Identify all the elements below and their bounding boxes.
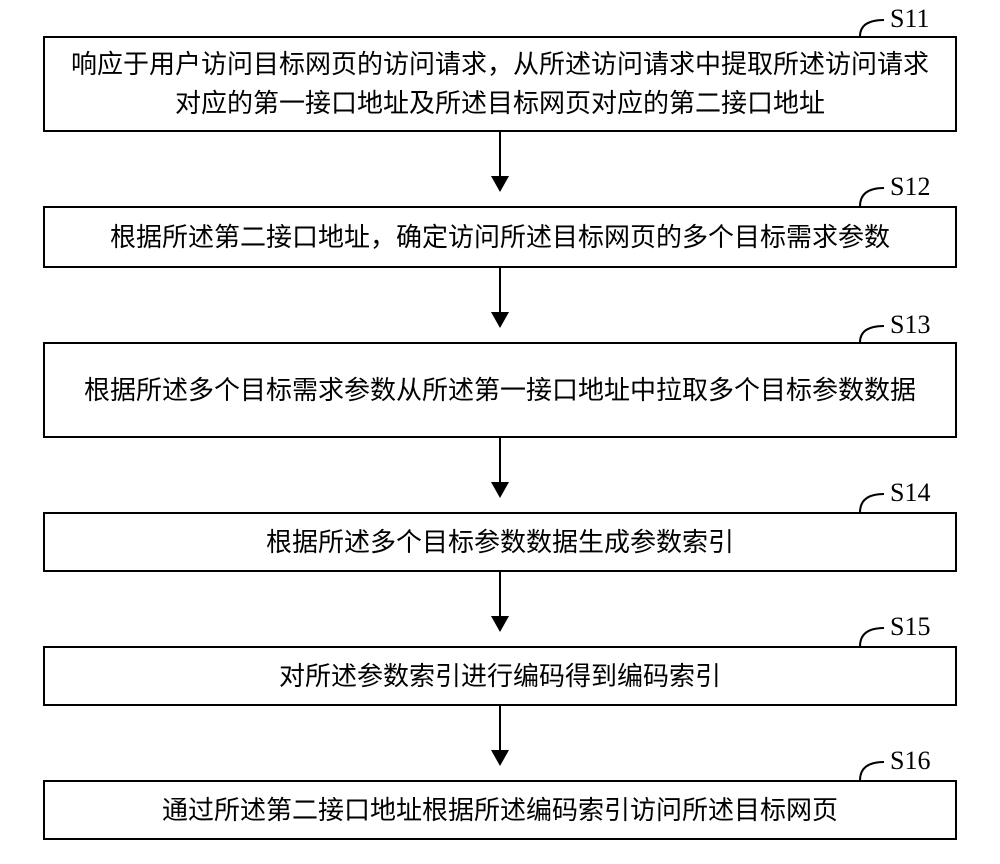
step-label-s12: S12 [890,172,930,202]
step-label-s11: S11 [890,4,930,34]
step-text: 通过所述第二接口地址根据所述编码索引访问所述目标网页 [162,791,838,830]
flow-arrow [499,438,501,496]
step-box-s15: 对所述参数索引进行编码得到编码索引 [43,646,957,706]
flow-arrow [499,268,501,326]
leader-line [860,762,888,784]
step-text: 响应于用户访问目标网页的访问请求，从所述访问请求中提取所述访问请求对应的第一接口… [59,45,941,123]
leader-line [860,188,888,210]
step-box-s13: 根据所述多个目标需求参数从所述第一接口地址中拉取多个目标参数数据 [43,342,957,438]
flow-arrow [499,572,501,630]
step-label-s14: S14 [890,478,930,508]
step-text: 对所述参数索引进行编码得到编码索引 [279,657,721,696]
flow-arrow [499,132,501,190]
flowchart-canvas: 响应于用户访问目标网页的访问请求，从所述访问请求中提取所述访问请求对应的第一接口… [0,0,1000,864]
step-label-s16: S16 [890,746,930,776]
step-box-s12: 根据所述第二接口地址，确定访问所述目标网页的多个目标需求参数 [43,206,957,268]
leader-line [860,628,888,650]
flow-arrow [499,706,501,764]
step-box-s16: 通过所述第二接口地址根据所述编码索引访问所述目标网页 [43,780,957,840]
leader-line [860,326,888,346]
step-label-s15: S15 [890,612,930,642]
leader-line [860,494,888,516]
step-box-s14: 根据所述多个目标参数数据生成参数索引 [43,512,957,572]
step-box-s11: 响应于用户访问目标网页的访问请求，从所述访问请求中提取所述访问请求对应的第一接口… [43,36,957,132]
step-text: 根据所述多个目标参数数据生成参数索引 [266,523,734,562]
step-text: 根据所述多个目标需求参数从所述第一接口地址中拉取多个目标参数数据 [84,371,916,410]
leader-line [860,20,888,40]
step-text: 根据所述第二接口地址，确定访问所述目标网页的多个目标需求参数 [110,218,890,257]
step-label-s13: S13 [890,310,930,340]
